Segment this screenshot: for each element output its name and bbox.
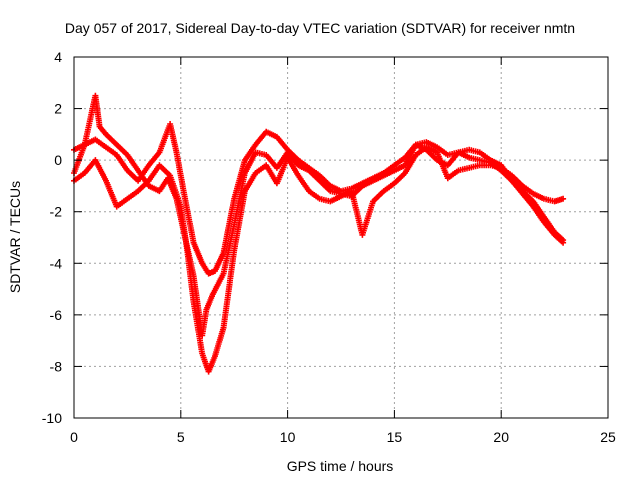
y-tick-label: -8 [50,358,63,374]
x-tick-label: 10 [280,429,296,445]
series-marks [71,92,567,339]
grid [74,57,608,418]
y-tick-label: 2 [54,101,62,117]
y-tick-label: -10 [42,410,62,426]
x-tick-label: 5 [177,429,185,445]
x-tick-label: 0 [70,429,78,445]
x-tick-label: 20 [493,429,509,445]
tick-labels: 0 5 10 15 20 25 -10 -8 -6 -4 -2 0 2 4 [42,49,616,445]
y-tick-label: -6 [50,307,63,323]
chart-title: Day 057 of 2017, Sidereal Day-to-day VTE… [65,20,575,36]
x-tick-label: 25 [600,429,616,445]
plot-frame [73,56,609,419]
x-axis-label: GPS time / hours [287,458,394,474]
tick-marks [73,56,609,419]
y-tick-label: -2 [50,204,63,220]
x-tick-label: 15 [387,429,403,445]
y-tick-label: -4 [50,255,63,271]
y-tick-label: 0 [54,152,62,168]
series-track-1 [71,92,567,339]
y-tick-label: 4 [54,49,62,65]
y-axis-label: SDTVAR / TECUs [7,181,23,293]
data-markers [71,92,567,375]
